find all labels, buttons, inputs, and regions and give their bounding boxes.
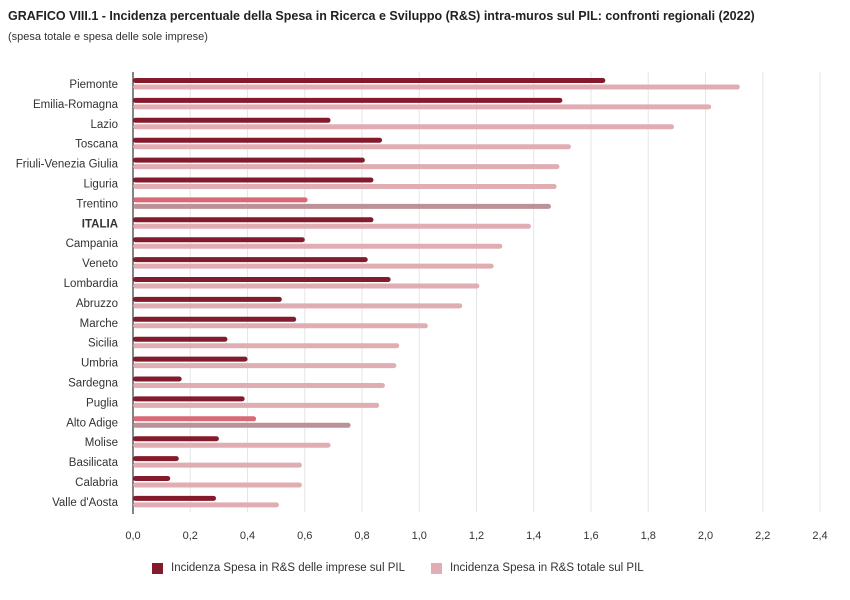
bar-imprese [133,97,563,103]
category-label: Emilia-Romagna [33,99,119,111]
category-label: Lombardia [64,278,119,290]
bar-imprese [133,177,374,183]
x-tick-label: 1,8 [641,530,656,542]
category-label: Puglia [86,397,119,409]
bar-totale [133,402,380,408]
bar-totale [133,144,571,150]
legend-item-totale: Incidenza Spesa in R&S totale sul PIL [430,562,644,574]
category-label: Sicilia [88,338,119,350]
bar-totale [133,84,740,90]
category-label: Liguria [83,179,118,191]
x-tick-label: 0,0 [125,530,140,542]
x-tick-label: 0,4 [240,530,255,542]
bar-totale [133,203,551,209]
bar-totale [133,502,279,508]
bar-totale [133,283,480,289]
legend: Incidenza Spesa in R&S delle imprese sul… [152,562,644,574]
bar-imprese [133,296,282,302]
legend-label: Incidenza Spesa in R&S totale sul PIL [449,562,644,574]
bar-imprese [133,476,171,481]
bar-imprese [133,495,217,501]
bar-imprese [133,436,219,442]
chart-title: GRAFICO VIII.1 - Incidenza percentuale d… [8,9,755,23]
legend-swatch [152,562,163,574]
bar-imprese [133,456,179,462]
x-tick-label: 1,0 [412,530,427,542]
x-tick-label: 1,2 [469,530,484,542]
category-label: Veneto [82,258,118,270]
bar-totale [133,363,397,369]
chart-header: GRAFICO VIII.1 - Incidenza percentuale d… [8,8,846,44]
category-label: Alto Adige [66,417,118,429]
bar-totale [133,442,331,448]
bar-imprese [133,117,331,123]
legend-item-imprese: Incidenza Spesa in R&S delle imprese sul… [152,562,405,574]
bar-totale [133,243,503,249]
x-tick-label: 0,8 [354,530,369,542]
category-label: Friuli-Venezia Giulia [16,159,119,171]
bar-totale [133,482,302,488]
x-tick-label: 1,6 [583,530,598,542]
category-label: Molise [85,437,118,449]
bar-totale [133,462,302,468]
bar-totale [133,223,531,229]
bar-imprese [133,277,391,282]
bar-totale [133,184,557,189]
category-label: ITALIA [82,218,118,230]
bar-imprese [133,416,257,422]
bar-totale [133,164,560,170]
x-tick-label: 0,2 [183,530,198,542]
bar-imprese [133,217,374,223]
category-label: Calabria [75,477,118,489]
bar-imprese [133,237,305,243]
bar-imprese [133,396,245,402]
bar-imprese [133,316,297,322]
category-label: Toscana [75,139,118,151]
x-tick-label: 2,4 [812,530,827,542]
x-tick-label: 0,6 [297,530,312,542]
bar-totale [133,104,712,110]
x-tick-label: 2,2 [755,530,770,542]
bar-totale [133,422,351,428]
bar-imprese [133,336,228,342]
category-label: Valle d'Aosta [52,497,119,509]
category-label: Basilicata [69,457,119,469]
bar-imprese [133,376,182,382]
bar-totale [133,303,463,309]
category-label: Umbria [81,358,119,370]
bar-imprese [133,157,365,163]
bar-imprese [133,137,383,143]
category-label: Piemonte [69,79,118,91]
category-label: Campania [66,238,119,250]
x-tick-label: 2,0 [698,530,713,542]
bar-imprese [133,257,368,263]
legend-swatch [430,562,442,574]
category-label: Lazio [91,119,119,131]
bar-imprese [133,78,606,83]
category-label: Marche [80,318,118,330]
bar-totale [133,124,675,130]
bar-imprese [133,356,248,362]
bar-totale [133,383,385,388]
chart-subtitle: (spesa totale e spesa delle sole imprese… [8,31,208,43]
category-label: Trentino [76,198,118,210]
bar-totale [133,323,428,329]
legend-label: Incidenza Spesa in R&S delle imprese sul… [171,562,405,574]
bar-imprese [133,197,308,203]
bar-totale [133,343,400,349]
category-label: Abruzzo [76,298,118,310]
bar-totale [133,263,494,269]
x-tick-label: 1,4 [526,530,541,542]
category-label: Sardegna [68,378,118,390]
